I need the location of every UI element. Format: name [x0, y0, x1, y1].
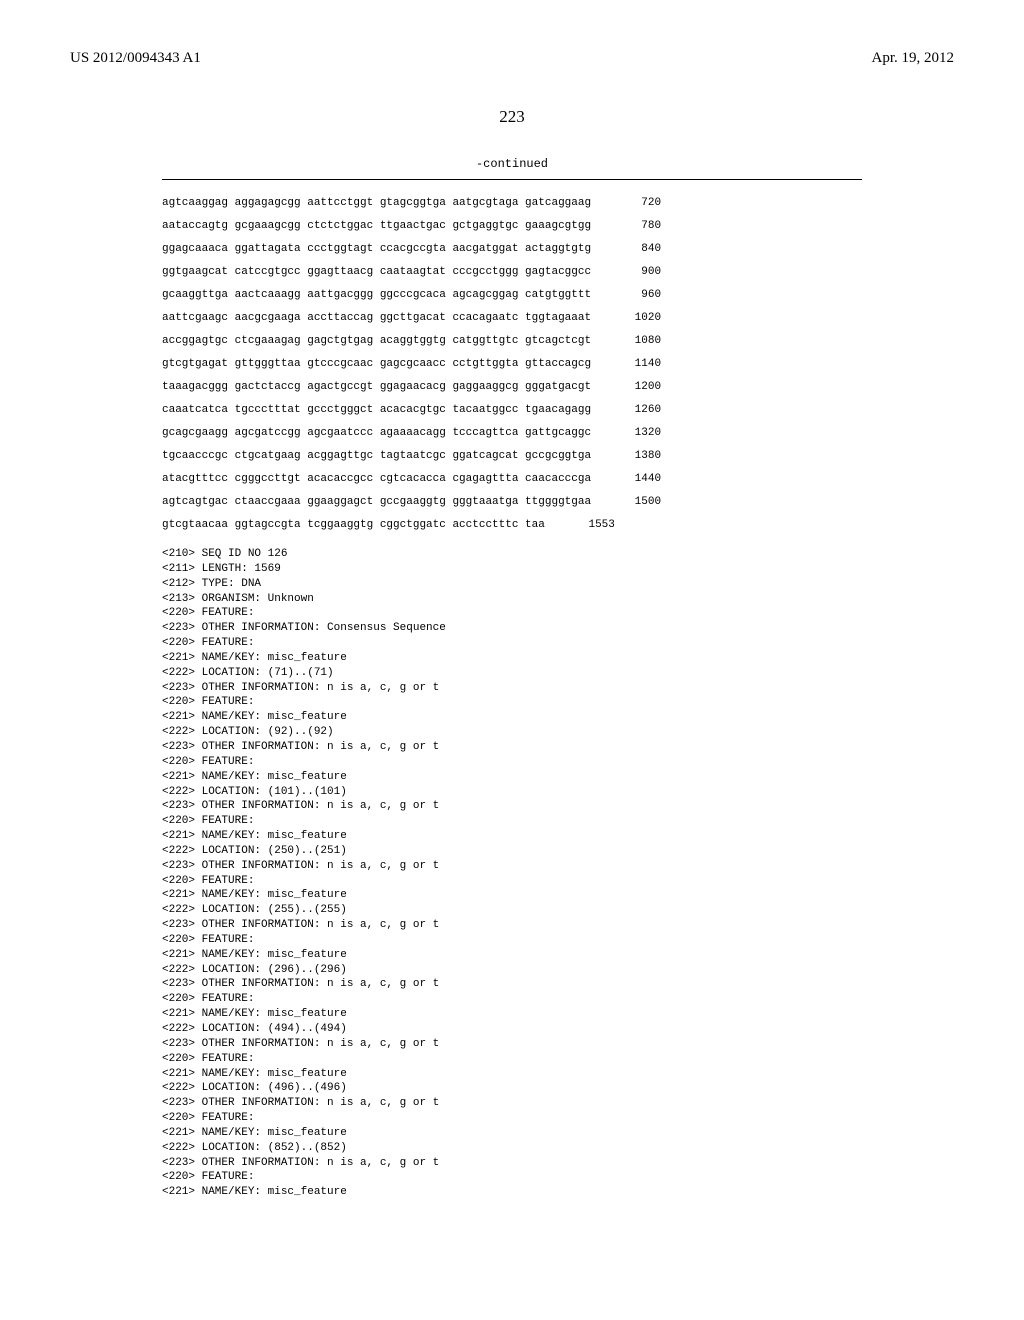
feature-line: <212> TYPE: DNA — [162, 577, 862, 592]
feature-line: <221> NAME/KEY: misc_feature — [162, 1185, 862, 1200]
feature-line: <213> ORGANISM: Unknown — [162, 592, 862, 607]
feature-line: <220> FEATURE: — [162, 933, 862, 948]
sequence-line: tgcaacccgc ctgcatgaag acggagttgc tagtaat… — [162, 451, 862, 462]
feature-line: <220> FEATURE: — [162, 606, 862, 621]
sequence-text: ggagcaaaca ggattagata ccctggtagt ccacgcc… — [162, 244, 591, 255]
feature-line: <221> NAME/KEY: misc_feature — [162, 829, 862, 844]
feature-line: <223> OTHER INFORMATION: n is a, c, g or… — [162, 740, 862, 755]
sequence-text: tgcaacccgc ctgcatgaag acggagttgc tagtaat… — [162, 451, 591, 462]
feature-line: <223> OTHER INFORMATION: n is a, c, g or… — [162, 799, 862, 814]
feature-line: <220> FEATURE: — [162, 814, 862, 829]
page-number: 223 — [70, 107, 954, 127]
feature-line: <220> FEATURE: — [162, 874, 862, 889]
feature-line: <223> OTHER INFORMATION: Consensus Seque… — [162, 621, 862, 636]
feature-line: <223> OTHER INFORMATION: n is a, c, g or… — [162, 681, 862, 696]
sequence-line: aataccagtg gcgaaagcgg ctctctggac ttgaact… — [162, 221, 862, 232]
feature-line: <222> LOCATION: (494)..(494) — [162, 1022, 862, 1037]
feature-line: <221> NAME/KEY: misc_feature — [162, 770, 862, 785]
sequence-text: atacgtttcc cgggccttgt acacaccgcc cgtcaca… — [162, 474, 591, 485]
sequence-position: 1140 — [611, 359, 661, 370]
sequence-position: 1500 — [611, 497, 661, 508]
publication-date: Apr. 19, 2012 — [872, 50, 955, 67]
feature-line: <222> LOCATION: (852)..(852) — [162, 1141, 862, 1156]
sequence-line: agtcagtgac ctaaccgaaa ggaaggagct gccgaag… — [162, 497, 862, 508]
sequence-text: caaatcatca tgccctttat gccctgggct acacacg… — [162, 405, 591, 416]
sequence-line: ggtgaagcat catccgtgcc ggagttaacg caataag… — [162, 267, 862, 278]
sequence-position: 900 — [611, 267, 661, 278]
sequence-position: 720 — [611, 198, 661, 209]
feature-line: <223> OTHER INFORMATION: n is a, c, g or… — [162, 1096, 862, 1111]
feature-line: <223> OTHER INFORMATION: n is a, c, g or… — [162, 859, 862, 874]
feature-line: <220> FEATURE: — [162, 695, 862, 710]
feature-line: <221> NAME/KEY: misc_feature — [162, 710, 862, 725]
sequence-line: gcagcgaagg agcgatccgg agcgaatccc agaaaac… — [162, 428, 862, 439]
feature-line: <220> FEATURE: — [162, 636, 862, 651]
feature-line: <221> NAME/KEY: misc_feature — [162, 1007, 862, 1022]
sequence-text: gtcgtaacaa ggtagccgta tcggaaggtg cggctgg… — [162, 520, 545, 531]
feature-line: <220> FEATURE: — [162, 1111, 862, 1126]
sequence-position: 1260 — [611, 405, 661, 416]
publication-number: US 2012/0094343 A1 — [70, 50, 201, 67]
feature-line: <222> LOCATION: (496)..(496) — [162, 1081, 862, 1096]
feature-line: <210> SEQ ID NO 126 — [162, 547, 862, 562]
sequence-block: agtcaaggag aggagagcgg aattcctggt gtagcgg… — [162, 198, 862, 531]
feature-line: <221> NAME/KEY: misc_feature — [162, 888, 862, 903]
continued-label: -continued — [70, 157, 954, 171]
feature-block: <210> SEQ ID NO 126<211> LENGTH: 1569<21… — [162, 547, 862, 1200]
sequence-position: 780 — [611, 221, 661, 232]
sequence-position: 1020 — [611, 313, 661, 324]
feature-line: <223> OTHER INFORMATION: n is a, c, g or… — [162, 1037, 862, 1052]
sequence-line: gtcgtgagat gttgggttaa gtcccgcaac gagcgca… — [162, 359, 862, 370]
sequence-text: gcaaggttga aactcaaagg aattgacggg ggcccgc… — [162, 290, 591, 301]
sequence-position: 1380 — [611, 451, 661, 462]
sequence-text: ggtgaagcat catccgtgcc ggagttaacg caataag… — [162, 267, 591, 278]
feature-line: <222> LOCATION: (250)..(251) — [162, 844, 862, 859]
sequence-position: 1553 — [565, 520, 615, 531]
feature-line: <222> LOCATION: (296)..(296) — [162, 963, 862, 978]
feature-line: <220> FEATURE: — [162, 1170, 862, 1185]
sequence-line: aattcgaagc aacgcgaaga accttaccag ggcttga… — [162, 313, 862, 324]
feature-line: <223> OTHER INFORMATION: n is a, c, g or… — [162, 977, 862, 992]
sequence-line: atacgtttcc cgggccttgt acacaccgcc cgtcaca… — [162, 474, 862, 485]
feature-line: <221> NAME/KEY: misc_feature — [162, 948, 862, 963]
feature-line: <222> LOCATION: (71)..(71) — [162, 666, 862, 681]
sequence-line: agtcaaggag aggagagcgg aattcctggt gtagcgg… — [162, 198, 862, 209]
sequence-line: ggagcaaaca ggattagata ccctggtagt ccacgcc… — [162, 244, 862, 255]
sequence-text: taaagacggg gactctaccg agactgccgt ggagaac… — [162, 382, 591, 393]
feature-line: <221> NAME/KEY: misc_feature — [162, 651, 862, 666]
rule-top-container — [162, 179, 862, 180]
sequence-text: aataccagtg gcgaaagcgg ctctctggac ttgaact… — [162, 221, 591, 232]
page-header: US 2012/0094343 A1 Apr. 19, 2012 — [70, 50, 954, 67]
feature-line: <221> NAME/KEY: misc_feature — [162, 1067, 862, 1082]
sequence-text: gtcgtgagat gttgggttaa gtcccgcaac gagcgca… — [162, 359, 591, 370]
sequence-text: aattcgaagc aacgcgaaga accttaccag ggcttga… — [162, 313, 591, 324]
feature-line: <211> LENGTH: 1569 — [162, 562, 862, 577]
feature-line: <220> FEATURE: — [162, 755, 862, 770]
sequence-line: caaatcatca tgccctttat gccctgggct acacacg… — [162, 405, 862, 416]
feature-line: <220> FEATURE: — [162, 992, 862, 1007]
sequence-line: gcaaggttga aactcaaagg aattgacggg ggcccgc… — [162, 290, 862, 301]
sequence-text: agtcaaggag aggagagcgg aattcctggt gtagcgg… — [162, 198, 591, 209]
sequence-line: accggagtgc ctcgaaagag gagctgtgag acaggtg… — [162, 336, 862, 347]
sequence-position: 1080 — [611, 336, 661, 347]
feature-line: <222> LOCATION: (255)..(255) — [162, 903, 862, 918]
sequence-position: 1440 — [611, 474, 661, 485]
sequence-text: accggagtgc ctcgaaagag gagctgtgag acaggtg… — [162, 336, 591, 347]
feature-line: <223> OTHER INFORMATION: n is a, c, g or… — [162, 1156, 862, 1171]
sequence-position: 840 — [611, 244, 661, 255]
sequence-text: gcagcgaagg agcgatccgg agcgaatccc agaaaac… — [162, 428, 591, 439]
sequence-position: 960 — [611, 290, 661, 301]
sequence-position: 1200 — [611, 382, 661, 393]
feature-line: <220> FEATURE: — [162, 1052, 862, 1067]
feature-line: <221> NAME/KEY: misc_feature — [162, 1126, 862, 1141]
sequence-position: 1320 — [611, 428, 661, 439]
sequence-line: taaagacggg gactctaccg agactgccgt ggagaac… — [162, 382, 862, 393]
sequence-line: gtcgtaacaa ggtagccgta tcggaaggtg cggctgg… — [162, 520, 862, 531]
feature-line: <222> LOCATION: (101)..(101) — [162, 785, 862, 800]
feature-line: <223> OTHER INFORMATION: n is a, c, g or… — [162, 918, 862, 933]
feature-line: <222> LOCATION: (92)..(92) — [162, 725, 862, 740]
sequence-text: agtcagtgac ctaaccgaaa ggaaggagct gccgaag… — [162, 497, 591, 508]
rule-top — [162, 179, 862, 180]
